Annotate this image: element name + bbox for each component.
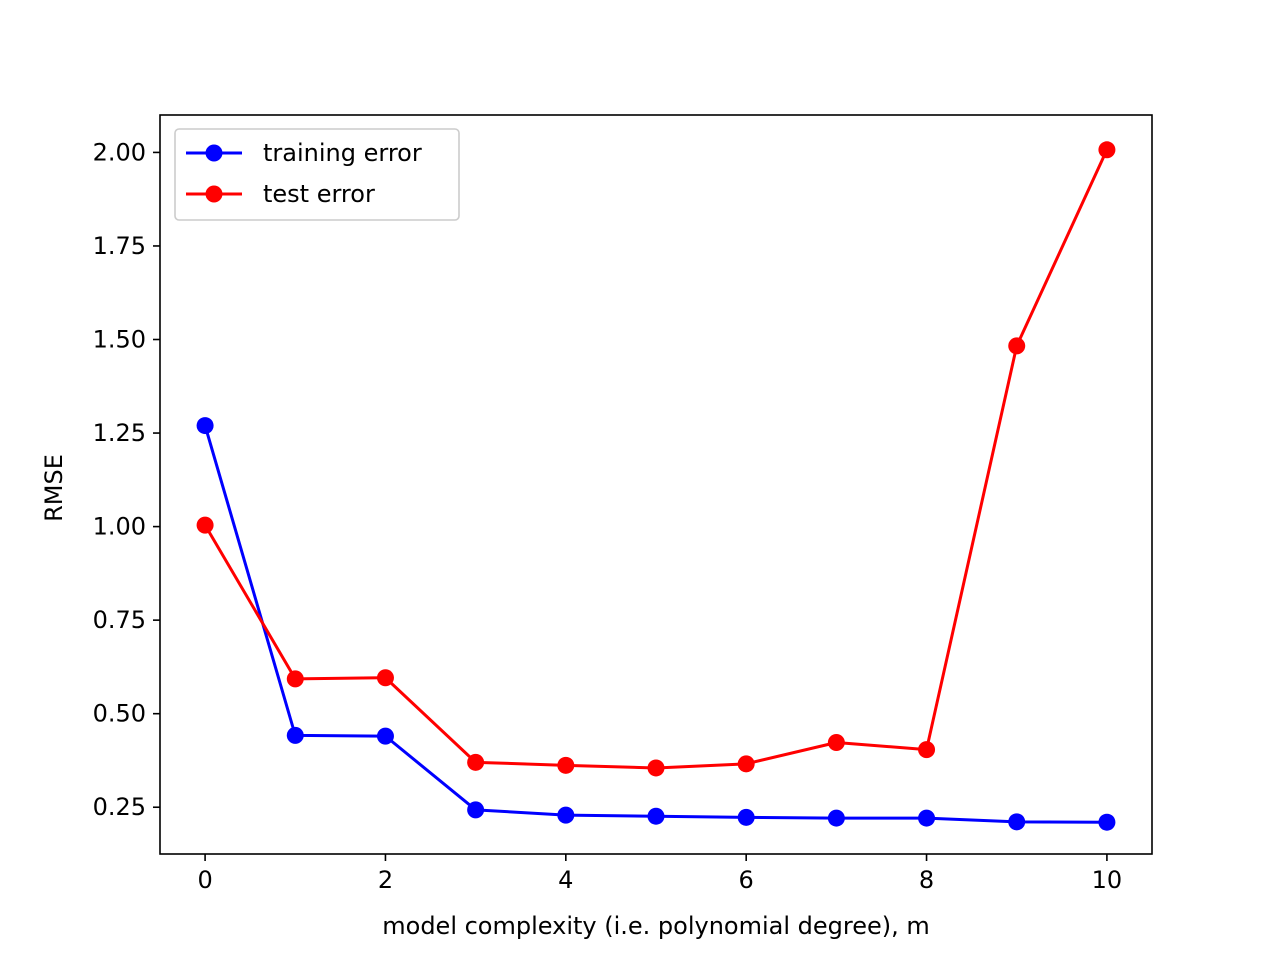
plot-area: [160, 115, 1152, 854]
data-point: [286, 726, 304, 744]
data-point: [737, 808, 755, 826]
x-axis: 0 2 4 6 8 10: [197, 854, 1122, 894]
data-point: [1098, 813, 1116, 831]
data-point: [647, 759, 665, 777]
data-point: [918, 809, 936, 827]
data-point: [467, 801, 485, 819]
series-layer: [196, 141, 1116, 831]
legend-swatch-marker: [205, 144, 223, 162]
data-point: [376, 727, 394, 745]
data-point: [647, 807, 665, 825]
data-point: [376, 669, 394, 687]
data-point: [1008, 813, 1026, 831]
x-tick-label: 8: [919, 866, 934, 894]
legend-swatch-marker: [205, 185, 223, 203]
data-point: [1008, 337, 1026, 355]
x-axis-label: model complexity (i.e. polynomial degree…: [382, 912, 930, 940]
y-axis: 0.25 0.50 0.75 1.00 1.25 1.50 1.75 2.00: [93, 138, 160, 821]
data-point: [1098, 141, 1116, 159]
data-point: [467, 753, 485, 771]
legend: training error test error: [174, 128, 460, 221]
data-point: [827, 733, 845, 751]
y-tick-label: 1.25: [93, 419, 146, 447]
x-tick-label: 0: [197, 866, 212, 894]
x-tick-label: 10: [1092, 866, 1123, 894]
data-point: [557, 806, 575, 824]
y-tick-label: 1.00: [93, 513, 146, 541]
y-tick-label: 1.50: [93, 326, 146, 354]
y-tick-label: 0.75: [93, 606, 146, 634]
x-tick-label: 2: [378, 866, 393, 894]
legend-label: training error: [263, 139, 422, 167]
data-point: [827, 809, 845, 827]
data-point: [286, 670, 304, 688]
legend-label: test error: [263, 180, 375, 208]
plot-frame: [159, 114, 1153, 855]
legend-box: [174, 128, 460, 221]
legend-entry: training error: [186, 139, 422, 167]
data-point: [196, 417, 214, 435]
legend-entry: test error: [186, 180, 375, 208]
series-0: [196, 417, 1116, 831]
x-tick-label: 4: [558, 866, 573, 894]
y-tick-label: 2.00: [93, 138, 146, 166]
y-tick-label: 0.50: [93, 700, 146, 728]
series-1: [196, 141, 1116, 777]
y-axis-label: RMSE: [40, 454, 68, 522]
data-point: [918, 741, 936, 759]
x-tick-label: 6: [739, 866, 754, 894]
y-tick-label: 0.25: [93, 793, 146, 821]
legend-entries: training error test error: [186, 139, 422, 208]
data-point: [557, 756, 575, 774]
data-point: [196, 516, 214, 534]
data-point: [737, 755, 755, 773]
y-tick-label: 1.75: [93, 232, 146, 260]
